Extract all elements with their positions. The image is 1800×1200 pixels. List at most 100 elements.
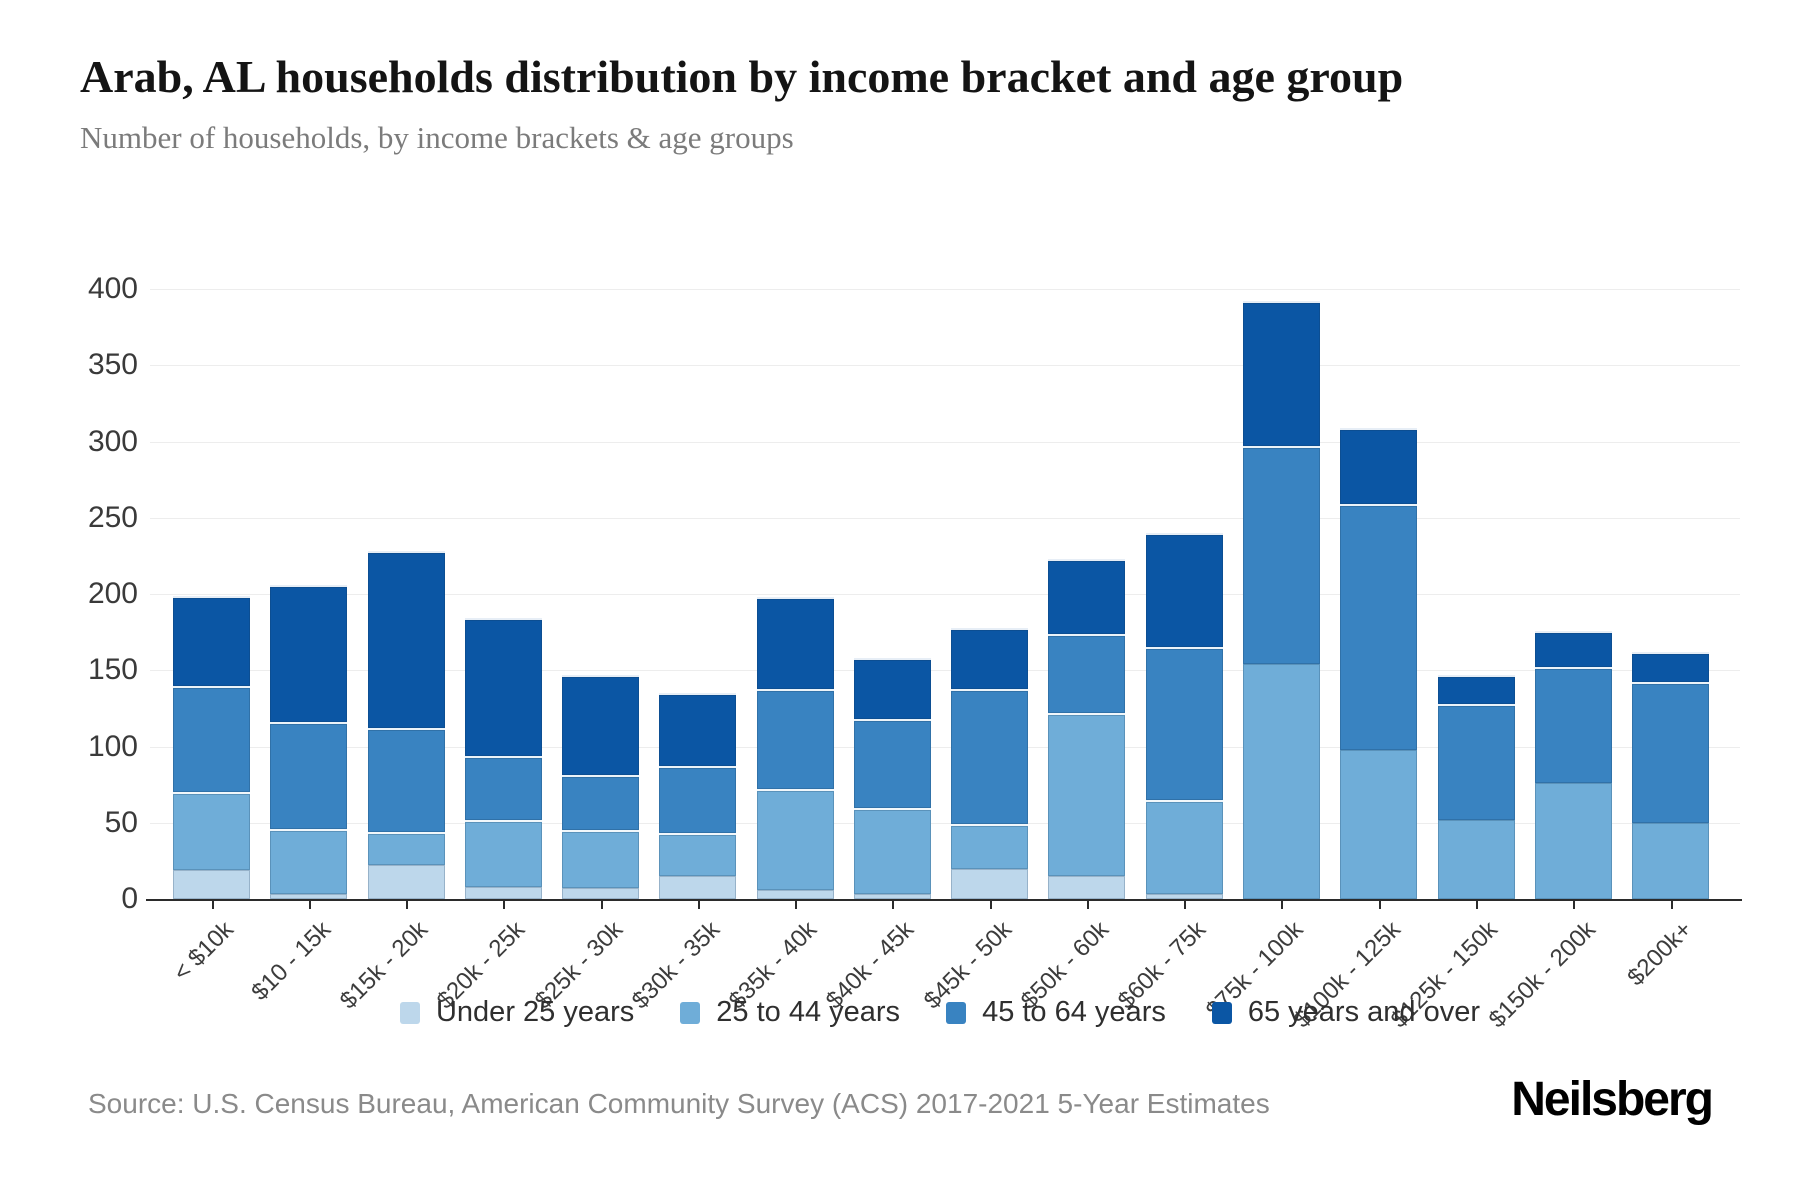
legend-item[interactable]: Under 25 years (399, 996, 635, 1029)
bar-stack (562, 674, 640, 899)
bar-segment[interactable] (1534, 630, 1612, 668)
bar-stack (173, 595, 250, 899)
x-axis-tick (1086, 901, 1089, 909)
bar-segment[interactable] (270, 894, 348, 899)
bar-segment[interactable] (756, 889, 834, 899)
bar-segment[interactable] (1048, 876, 1126, 899)
x-axis-tick (1184, 901, 1187, 909)
bar-stack (853, 658, 931, 899)
bar-segment[interactable] (1048, 558, 1126, 634)
legend-swatch-icon (946, 1001, 967, 1024)
gridline (150, 594, 1740, 595)
bar-segment[interactable] (562, 775, 640, 831)
bar-segment[interactable] (1534, 783, 1612, 899)
bar-segment[interactable] (756, 789, 834, 890)
bar-segment[interactable] (1534, 667, 1612, 784)
bar-segment[interactable] (1048, 712, 1126, 877)
bar-segment[interactable] (1242, 446, 1320, 665)
bar-segment[interactable] (270, 722, 348, 829)
bar-segment[interactable] (173, 792, 250, 871)
bar-segment[interactable] (1340, 504, 1418, 750)
legend-item-label: 65 years and over (1247, 996, 1481, 1028)
bar-segment[interactable] (562, 674, 640, 776)
y-axis-tick-label: 0 (121, 882, 138, 915)
y-axis-tick-label: 350 (87, 348, 138, 382)
bar-segment[interactable] (1145, 647, 1223, 800)
x-axis-tick (892, 901, 895, 909)
gridline (150, 670, 1740, 672)
x-axis-tick (406, 901, 409, 909)
bar-segment[interactable] (659, 833, 737, 877)
page-subtitle: Number of households, by income brackets… (80, 120, 794, 155)
bar-segment[interactable] (1632, 682, 1710, 823)
bar-stack (1145, 533, 1223, 899)
bar-segment[interactable] (659, 693, 737, 767)
bar-stack (1242, 301, 1320, 899)
bar-segment[interactable] (1340, 749, 1418, 899)
y-axis-tick-label: 300 (87, 424, 138, 458)
bar-stack (1048, 558, 1126, 899)
bar-segment[interactable] (464, 819, 542, 887)
legend-item[interactable]: 65 years and over (1211, 996, 1481, 1029)
bar-segment[interactable] (367, 728, 445, 832)
bar-segment[interactable] (562, 830, 640, 889)
x-axis-tick-label: $10 - 15k (246, 916, 336, 1006)
legend-item-label: Under 25 years (435, 996, 635, 1028)
bar-segment[interactable] (1145, 799, 1223, 895)
bar-segment[interactable] (1437, 703, 1515, 820)
bar-segment[interactable] (756, 597, 834, 689)
x-axis-tick (989, 901, 992, 909)
bar-segment[interactable] (270, 828, 348, 895)
x-axis-tick (795, 901, 798, 909)
x-axis-tick (308, 901, 311, 909)
bar-segment[interactable] (1437, 674, 1515, 704)
bar-segment[interactable] (173, 595, 250, 686)
gridline (150, 746, 1740, 748)
bar-segment[interactable] (1145, 533, 1223, 648)
bar-segment[interactable] (1437, 819, 1515, 899)
bar-segment[interactable] (367, 551, 445, 729)
bar-segment[interactable] (853, 807, 931, 895)
legend-item[interactable]: 25 to 44 years (680, 996, 900, 1029)
x-axis-tick (1378, 901, 1381, 909)
bar-segment[interactable] (1145, 894, 1223, 899)
x-axis-tick (1476, 901, 1478, 909)
bar-stack (1437, 674, 1515, 899)
bar-segment[interactable] (464, 755, 542, 820)
bar-stack (464, 618, 542, 899)
bar-segment[interactable] (1632, 822, 1710, 899)
bar-segment[interactable] (1048, 633, 1126, 713)
bar-segment[interactable] (951, 627, 1029, 689)
y-axis-tick-label: 400 (87, 272, 138, 305)
x-axis-tick (503, 901, 506, 909)
bar-segment[interactable] (367, 865, 445, 899)
legend-item[interactable]: 45 to 64 years (946, 996, 1166, 1029)
bar-segment[interactable] (1242, 664, 1320, 899)
bar-segment[interactable] (173, 685, 250, 793)
bar-segment[interactable] (1632, 651, 1710, 683)
bar-segment[interactable] (270, 584, 348, 723)
bar-segment[interactable] (562, 888, 640, 899)
bar-segment[interactable] (659, 876, 737, 899)
bar-segment[interactable] (659, 766, 737, 834)
legend-swatch-icon (1211, 1001, 1232, 1024)
bar-segment[interactable] (173, 870, 250, 899)
bar-segment[interactable] (756, 688, 834, 790)
bar-segment[interactable] (464, 618, 542, 756)
bar-segment[interactable] (951, 868, 1029, 899)
bar-segment[interactable] (951, 824, 1029, 869)
bar-stack (270, 584, 348, 899)
bar-segment[interactable] (1242, 301, 1320, 447)
y-axis-tick-label: 150 (87, 653, 138, 687)
x-axis-tick (1573, 901, 1576, 909)
bar-segment[interactable] (464, 886, 542, 899)
legend-swatch-icon (680, 1001, 701, 1024)
bar-stack (367, 551, 445, 899)
bar-segment[interactable] (853, 658, 931, 720)
bar-segment[interactable] (1340, 427, 1418, 505)
bar-segment[interactable] (853, 894, 931, 899)
x-axis-tick (600, 901, 603, 909)
bar-segment[interactable] (853, 719, 931, 808)
bar-segment[interactable] (367, 831, 445, 866)
bar-segment[interactable] (951, 688, 1029, 825)
